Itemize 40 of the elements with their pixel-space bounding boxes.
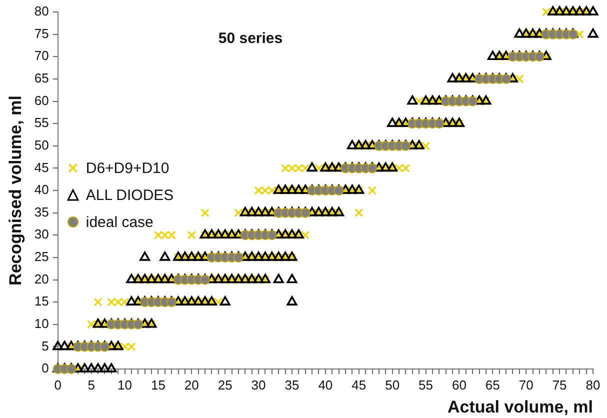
x-tick-label: 15 [150, 377, 166, 392]
x-tick-label: 55 [418, 377, 434, 392]
x-tick-label: 70 [518, 377, 534, 392]
y-tick-label: 40 [34, 182, 49, 198]
text: 50 series [218, 30, 283, 47]
x-tick-label: 0 [54, 377, 62, 392]
x-tick-label: 45 [352, 377, 366, 392]
y-tick-label: 0 [42, 360, 49, 376]
y-tick-label: 55 [34, 115, 49, 130]
legend-label: ideal case [86, 214, 154, 231]
x-tick-label: 50 [385, 377, 400, 392]
y-tick-label: 35 [34, 204, 49, 220]
y-tick-label: 20 [34, 271, 49, 286]
legend-label: D6+D9+D10 [86, 160, 170, 177]
x-tick-label: 35 [284, 377, 300, 392]
y-tick-label: 60 [34, 92, 49, 108]
y-tick-label: 30 [34, 226, 49, 242]
x-tick-label: 40 [318, 377, 333, 392]
y-tick-label: 65 [34, 70, 49, 86]
y-tick-label: 70 [34, 48, 49, 64]
y-tick-label: 25 [34, 249, 49, 264]
y-tick-label: 10 [34, 316, 49, 331]
x-tick-label: 30 [251, 377, 266, 392]
legend-label: ALL DIODES [86, 186, 174, 204]
y-tick-label: 45 [34, 160, 49, 175]
x-tick-label: 75 [552, 377, 567, 392]
x-tick-label: 25 [218, 377, 232, 392]
x-tick-label: 10 [118, 377, 132, 392]
x-tick-label: 20 [184, 377, 199, 392]
x-tick-label: 60 [452, 377, 466, 392]
y-tick-label: 75 [34, 26, 49, 41]
y-tick-label: 80 [34, 4, 49, 19]
x-tick-label: 65 [485, 377, 500, 392]
x-axis-title: Actual volume, ml [448, 397, 593, 416]
y-tick-label: 5 [42, 338, 49, 354]
y-axis-title: Recognised volume, ml [6, 96, 25, 286]
x-tick-label: 5 [88, 377, 95, 392]
y-tick-label: 15 [34, 294, 49, 309]
x-tick-label: 80 [586, 377, 600, 392]
y-tick-label: 50 [34, 137, 49, 152]
